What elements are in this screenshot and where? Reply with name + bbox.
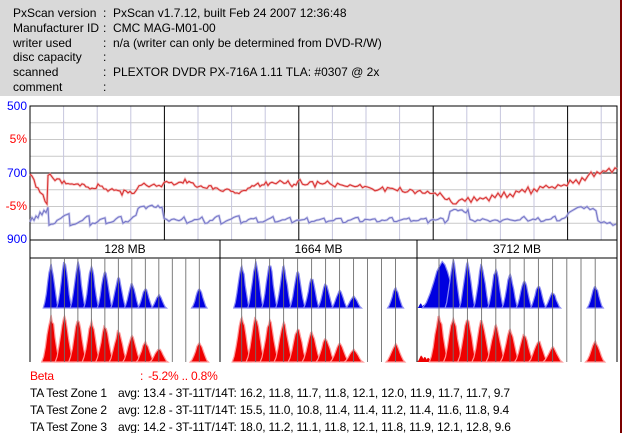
header-panel: PxScan version: PxScan v1.7.12, built Feb… <box>0 0 620 96</box>
beta-summary-range: -5.2% .. 0.8% <box>148 369 218 383</box>
beta-summary-row: Beta: -5.2% .. 0.8% <box>30 369 218 383</box>
beta-summary-label: Beta <box>30 369 54 383</box>
ta-zone2-row: TA Test Zone 2 avg: 12.8 - 3T-11T/14T: 15… <box>30 403 509 417</box>
window-border-right <box>620 0 622 433</box>
y-axis-tick-minus5pct: -5% <box>5 199 27 213</box>
ta-zone2-values: avg: 12.8 - 3T-11T/14T: 15.5, 11.0, 10.8… <box>118 403 509 417</box>
beta-chart <box>28 105 618 241</box>
header-separator: : <box>103 65 107 80</box>
y-axis-tick-plus5pct: 5% <box>9 132 27 146</box>
header-label: PxScan version <box>13 6 97 20</box>
header-label: disc capacity <box>13 50 82 65</box>
header-row: scanned: PLEXTOR DVDR PX-716A 1.11 TLA: #… <box>0 65 620 80</box>
header-row: Manufacturer ID: CMC MAG-M01-00 <box>0 21 620 36</box>
zone-label-3712mb: 3712 MB <box>492 242 542 256</box>
header-row: writer used: n/a (writer can only be dete… <box>0 36 620 51</box>
header-row: comment: <box>0 80 620 95</box>
ta-histograms <box>29 239 618 363</box>
header-label: Manufacturer ID <box>13 20 100 35</box>
header-separator: : <box>103 20 107 35</box>
header-label: writer used <box>13 35 72 50</box>
zone-label-1664mb: 1664 MB <box>294 242 343 256</box>
header-value-manufacturer: CMC MAG-M01-00 <box>113 20 216 35</box>
ta-zone2-label: TA Test Zone 2 <box>30 403 107 417</box>
ta-zone3-row: TA Test Zone 3 avg: 14.2 - 3T-11T/14T: 18… <box>30 420 511 433</box>
header-value-version: PxScan v1.7.12, built Feb 24 2007 12:36:… <box>113 6 347 20</box>
ta-zone1-values: avg: 13.4 - 3T-11T/14T: 16.2, 11.8, 11.7… <box>118 386 510 400</box>
beta-summary-separator: : <box>140 369 144 383</box>
header-label: scanned <box>13 65 59 80</box>
header-row: disc capacity: <box>0 50 620 65</box>
header-label: comment <box>13 79 63 94</box>
header-separator: : <box>103 35 107 50</box>
y-axis-tick-700: 700 <box>6 166 27 180</box>
zone-label-128mb: 128 MB <box>104 242 146 256</box>
ta-zone3-label: TA Test Zone 3 <box>30 420 107 433</box>
y-axis-tick-500: 500 <box>6 99 27 113</box>
beta-curve <box>29 167 618 206</box>
header-value-scanner: PLEXTOR DVDR PX-716A 1.11 TLA: #0307 @ 2… <box>113 65 380 80</box>
header-separator: : <box>103 79 107 94</box>
ta-average-curve <box>29 204 617 227</box>
y-axis-tick-900: 900 <box>6 232 27 246</box>
ta-zone3-values: avg: 14.2 - 3T-11T/14T: 18.0, 11.2, 11.1… <box>118 420 511 433</box>
header-separator: : <box>103 50 107 65</box>
ta-average-range-fuzz <box>28 203 617 229</box>
header-value-writer: n/a (writer can only be determined from … <box>113 35 382 50</box>
header-row: PxScan version: PxScan v1.7.12, built Feb… <box>0 6 620 21</box>
ta-zone1-row: TA Test Zone 1 avg: 13.4 - 3T-11T/14T: 16… <box>30 386 510 400</box>
ta-zone1-label: TA Test Zone 1 <box>30 386 107 400</box>
header-separator: : <box>103 6 107 20</box>
zone-label-box <box>416 239 618 259</box>
